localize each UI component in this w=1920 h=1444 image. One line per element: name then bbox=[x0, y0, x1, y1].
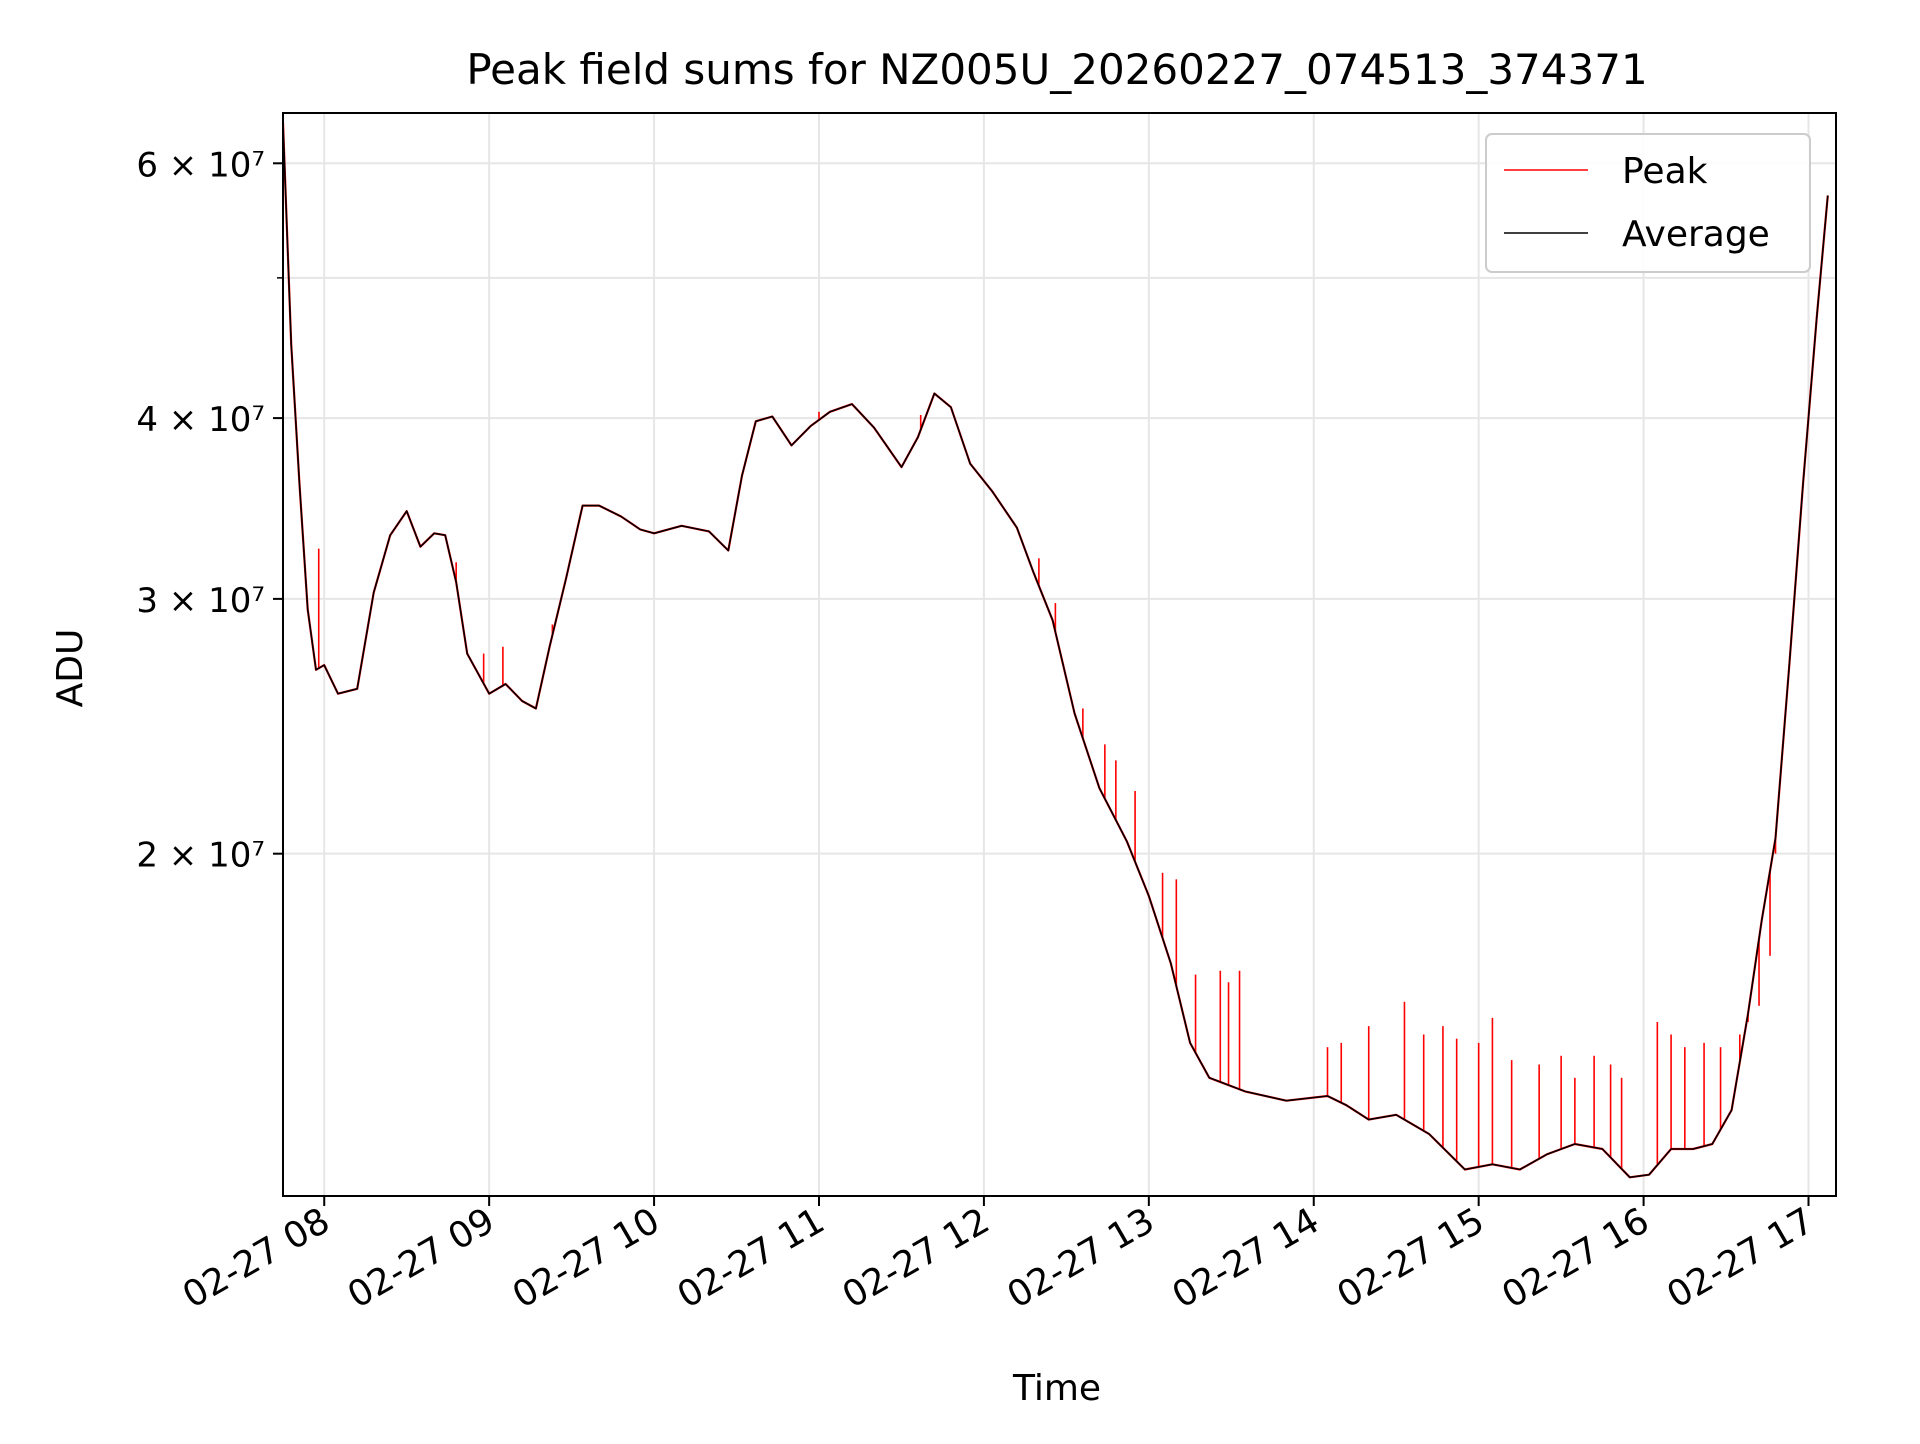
y-tick-label: 3 × 10⁷ bbox=[136, 581, 265, 621]
y-tick-label: 2 × 10⁷ bbox=[136, 836, 265, 876]
x-axis-label: Time bbox=[1012, 1368, 1101, 1409]
plot-area bbox=[281, 122, 1829, 1179]
y-tick-label: 6 × 10⁷ bbox=[136, 145, 265, 185]
legend-peak-label: Peak bbox=[1622, 151, 1708, 192]
legend-average-label: Average bbox=[1622, 214, 1770, 255]
y-tick-label: 4 × 10⁷ bbox=[136, 400, 265, 440]
average-series-line bbox=[282, 122, 1829, 1179]
legend-box bbox=[1485, 133, 1811, 273]
grid bbox=[283, 113, 1836, 1196]
y-axis-label: ADU bbox=[50, 629, 91, 708]
axes-frame bbox=[282, 112, 1837, 1197]
legend: Peak Average bbox=[1485, 133, 1811, 273]
chart-title: Peak field sums for NZ005U_20260227_0745… bbox=[466, 45, 1647, 94]
